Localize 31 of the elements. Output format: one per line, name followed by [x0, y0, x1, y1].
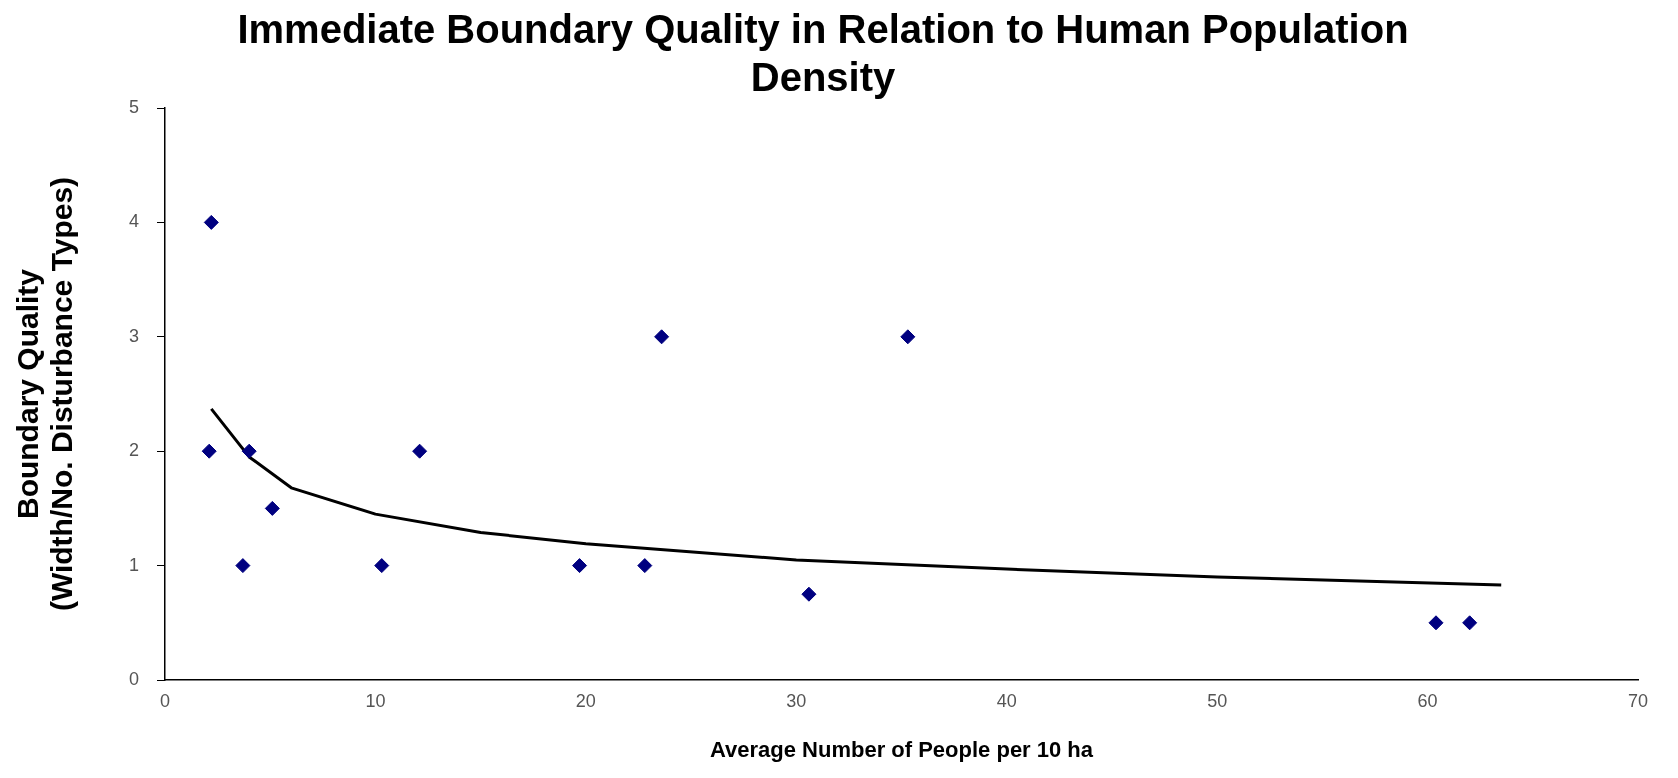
chart-title: Immediate Boundary Quality in Relation to Human Population Density: [237, 7, 1409, 100]
x-tick-label: 10: [365, 690, 386, 711]
x-tick-label: 50: [1207, 690, 1228, 711]
point: [412, 443, 428, 459]
point: [241, 443, 257, 459]
y-tick-label: 0: [129, 668, 140, 689]
x-tick-label: 0: [160, 690, 171, 711]
y-axis-title: Boundary Quality (Width/No. Disturbance Types): [10, 176, 79, 612]
x-tick-label: 30: [786, 690, 807, 711]
x-axis-title: Average Number of People per 10 ha: [709, 736, 1094, 762]
x-tick-label: 40: [996, 690, 1017, 711]
point: [572, 558, 588, 574]
x-tick-label: 60: [1417, 690, 1438, 711]
point: [264, 500, 280, 516]
y-tick-label: 3: [129, 325, 140, 346]
x-tick-label: 20: [575, 690, 596, 711]
y-tick-label: 2: [129, 440, 140, 461]
point: [1428, 615, 1444, 631]
point: [654, 329, 670, 345]
y-tick-label: 4: [129, 211, 140, 232]
point: [203, 214, 219, 230]
point: [201, 443, 217, 459]
x-tick-label: 70: [1627, 690, 1649, 711]
y-tick-label: 1: [129, 554, 140, 575]
point: [801, 586, 817, 602]
y-tick-label: 5: [129, 96, 140, 117]
point: [637, 558, 653, 574]
point: [1462, 615, 1478, 631]
point: [374, 558, 390, 574]
point: [235, 558, 251, 574]
point: [900, 329, 916, 345]
